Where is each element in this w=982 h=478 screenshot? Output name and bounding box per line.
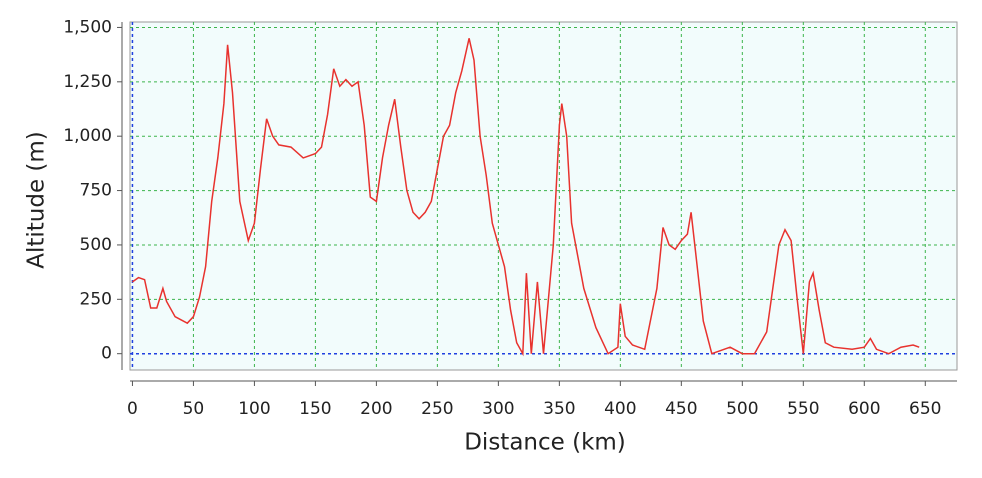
x-tick-label: 400 bbox=[604, 399, 636, 419]
x-tick-label: 550 bbox=[787, 399, 819, 419]
x-tick-label: 100 bbox=[238, 399, 270, 419]
y-tick-label: 0 bbox=[101, 344, 112, 364]
x-tick-label: 500 bbox=[726, 399, 758, 419]
x-tick-label: 150 bbox=[299, 399, 331, 419]
x-tick-label: 300 bbox=[482, 399, 514, 419]
y-tick-label: 750 bbox=[80, 181, 112, 201]
x-axis-title: Distance (km) bbox=[464, 430, 626, 456]
x-tick-label: 200 bbox=[360, 399, 392, 419]
y-tick-label: 250 bbox=[80, 289, 112, 309]
x-tick-label: 650 bbox=[909, 399, 941, 419]
y-tick-label: 1,000 bbox=[63, 126, 112, 146]
x-tick-label: 450 bbox=[665, 399, 697, 419]
y-tick-label: 1,500 bbox=[63, 17, 112, 37]
y-tick-label: 1,250 bbox=[63, 72, 112, 92]
y-tick-label: 500 bbox=[80, 235, 112, 255]
y-axis-title: Altitude (m) bbox=[24, 131, 50, 269]
x-tick-label: 350 bbox=[543, 399, 575, 419]
x-tick-label: 50 bbox=[183, 399, 205, 419]
line-series bbox=[131, 38, 920, 357]
x-tick-label: 0 bbox=[127, 399, 138, 419]
x-tick-label: 600 bbox=[848, 399, 880, 419]
x-tick-label: 250 bbox=[421, 399, 453, 419]
